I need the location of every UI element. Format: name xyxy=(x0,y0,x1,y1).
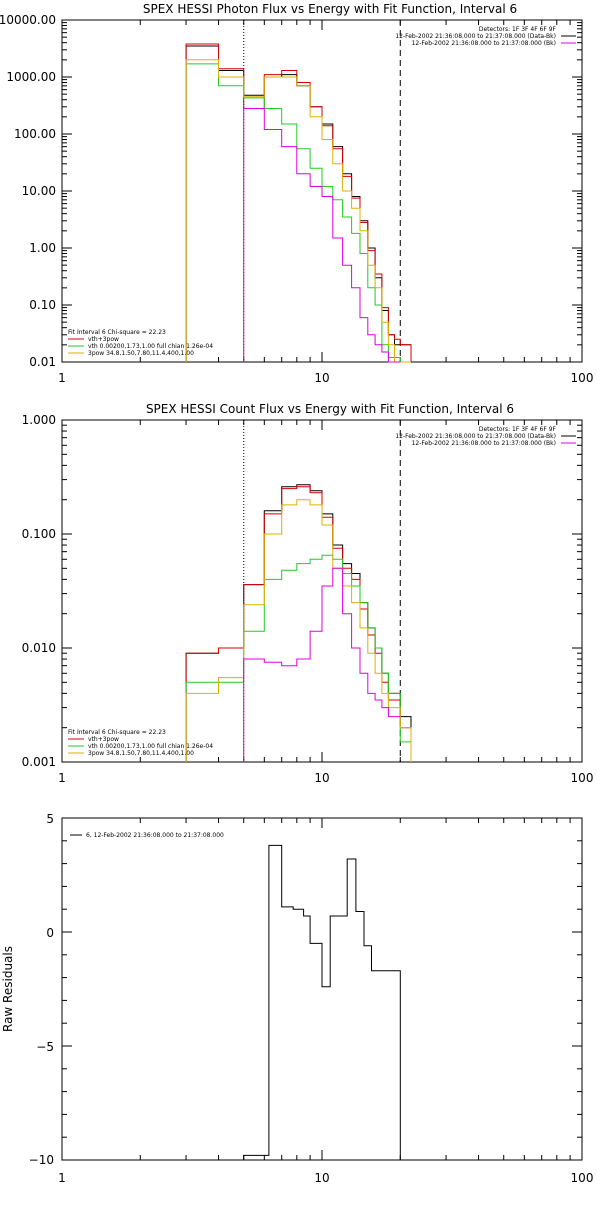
photon-flux-series-green xyxy=(185,63,411,363)
photon-flux-axis-ticks xyxy=(61,19,583,363)
residuals-xtick-label: 100 xyxy=(571,1171,594,1185)
photon-flux-xtick-label: 10 xyxy=(314,371,329,385)
residuals-ytick-label: 0 xyxy=(46,926,54,940)
count-flux-ytick-label: 0.001 xyxy=(22,755,56,769)
photon-flux-legend-vth: vth 0.00200,1.73,1.00 full chian 1.26e-0… xyxy=(88,343,213,350)
count-flux-series-red xyxy=(185,486,412,762)
photon-flux-legend-model: vth+3pow xyxy=(88,336,119,343)
photon-flux-fit-info: Fit Interval 6 Chi-square = 22.23 xyxy=(68,329,166,336)
residuals-panel: Raw Residuals 5 0 −5 −10 1 10 100 6, 12-… xyxy=(1,812,593,1185)
photon-flux-series-magenta xyxy=(243,108,401,363)
photon-flux-ytick-label: 1000.00 xyxy=(6,70,56,84)
residuals-xtick-label: 10 xyxy=(314,1171,329,1185)
photon-flux-ytick-label: 0.10 xyxy=(29,298,56,312)
photon-flux-legend-3pow: 3pow 34.8,1.50,7.80,11.4,400,1.00 xyxy=(88,350,194,357)
residuals-series-group xyxy=(243,844,401,1160)
count-flux-series-green xyxy=(185,554,412,762)
photon-flux-title: SPEX HESSI Photon Flux vs Energy with Fi… xyxy=(143,2,517,16)
count-flux-series-black xyxy=(185,484,412,762)
count-flux-xtick-label: 1 xyxy=(58,771,66,785)
count-flux-panel: SPEX HESSI Count Flux vs Energy with Fit… xyxy=(22,402,594,785)
photon-flux-series-black xyxy=(185,45,412,362)
residuals-axis-ticks xyxy=(61,817,583,1161)
count-flux-axis-ticks xyxy=(61,419,583,763)
count-flux-fit-info: Fit Interval 6 Chi-square = 22.23 xyxy=(68,729,166,736)
residuals-ytick-label: −10 xyxy=(29,1153,54,1167)
photon-flux-legend-bk: 12-Feb-2002 21:36:08.000 to 21:37:08.000… xyxy=(412,40,556,47)
count-flux-ytick-label: 1.000 xyxy=(22,413,56,427)
count-flux-xtick-label: 10 xyxy=(314,771,329,785)
photon-flux-ytick-label: 10.00 xyxy=(22,184,56,198)
count-flux-legend-bk: 12-Feb-2002 21:36:08.000 to 21:37:08.000… xyxy=(412,440,556,447)
count-flux-title: SPEX HESSI Count Flux vs Energy with Fit… xyxy=(146,402,514,416)
count-flux-legend-model: vth+3pow xyxy=(88,736,119,743)
photon-flux-ytick-label: 0.01 xyxy=(29,355,56,369)
photon-flux-legend-data-bk: 12-Feb-2002 21:36:08.000 to 21:37:08.000… xyxy=(395,33,556,40)
photon-flux-series-group xyxy=(185,43,412,363)
photon-flux-panel: SPEX HESSI Photon Flux vs Energy with Fi… xyxy=(0,2,593,385)
count-flux-series-magenta xyxy=(243,567,401,762)
residuals-plot-frame xyxy=(61,817,583,1161)
residuals-ylabel: Raw Residuals xyxy=(1,946,15,1032)
photon-flux-ytick-label: 1.00 xyxy=(29,241,56,255)
photon-flux-xtick-label: 1 xyxy=(58,371,66,385)
residuals-series-black xyxy=(243,844,401,1160)
count-flux-legend-3pow: 3pow 34.8,1.50,7.80,11.4,400,1.00 xyxy=(88,750,194,757)
residuals-ytick-label: 5 xyxy=(46,812,54,826)
photon-flux-legend-detectors: Detectors: 1F 3F 4F 6F 9F xyxy=(479,26,557,33)
photon-flux-ytick-label: 10000.00 xyxy=(0,13,56,27)
count-flux-xtick-label: 100 xyxy=(571,771,594,785)
count-flux-legend-vth: vth 0.00200,1.73,1.00 full chian 1.26e-0… xyxy=(88,743,213,750)
photon-flux-series-red xyxy=(185,43,412,362)
count-flux-legend-data-bk: 12-Feb-2002 21:36:08.000 to 21:37:08.000… xyxy=(395,433,556,440)
count-flux-series-group xyxy=(185,484,412,762)
count-flux-series-gold xyxy=(185,499,412,762)
count-flux-legend-detectors: Detectors: 1F 3F 4F 6F 9F xyxy=(479,426,557,433)
residuals-xtick-label: 1 xyxy=(58,1171,66,1185)
residuals-legend-label: 6, 12-Feb-2002 21:36:08.000 to 21:37:08.… xyxy=(86,832,224,839)
count-flux-ytick-label: 0.100 xyxy=(22,527,56,541)
photon-flux-xtick-label: 100 xyxy=(571,371,594,385)
photon-flux-ytick-label: 100.00 xyxy=(14,127,56,141)
count-flux-ytick-label: 0.010 xyxy=(22,641,56,655)
residuals-ytick-label: −5 xyxy=(36,1040,54,1054)
photon-flux-series-gold xyxy=(185,59,411,363)
